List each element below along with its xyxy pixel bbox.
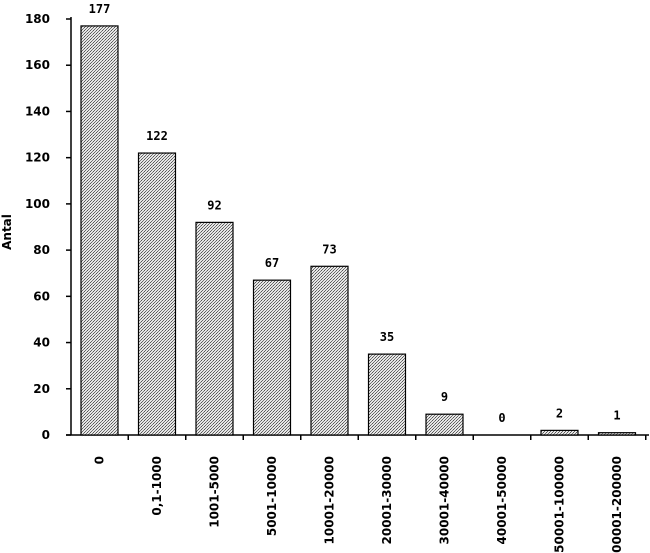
bar: [310, 265, 349, 436]
data-label: 1: [613, 409, 620, 423]
y-tick-label: 160: [25, 58, 50, 72]
x-tick-label: 0: [93, 456, 107, 464]
data-label: 2: [556, 406, 563, 420]
x-tick-label: 5001-10000: [265, 456, 279, 536]
x-tick-label: 20001-30000: [380, 456, 394, 544]
x-tick-label: 40001-50000: [495, 456, 509, 544]
bar: [195, 221, 234, 436]
y-tick-label: 80: [33, 243, 50, 257]
y-axis: 0 20 40 60 80 100 120 140 160 180: [25, 12, 72, 442]
data-labels: 177 122 92 67 73 35 9 0 2 1: [89, 2, 621, 425]
x-tick-label: 1001-5000: [208, 456, 222, 528]
y-tick-label: 140: [25, 104, 50, 118]
y-tick-label: 0: [42, 428, 50, 442]
y-tick-label: 100: [25, 197, 50, 211]
x-tick-label: 30001-40000: [438, 456, 452, 544]
x-tick-label: 0,1-1000: [150, 456, 164, 516]
bar: [540, 429, 579, 436]
bar: [597, 432, 637, 436]
x-tick-label: 100001-200000: [610, 456, 624, 553]
data-label: 122: [146, 129, 168, 143]
x-axis: 0 0,1-1000 1001-5000 5001-10000 10001-20000 2…: [66, 434, 649, 553]
data-label: 92: [207, 198, 221, 212]
data-label: 73: [322, 242, 336, 256]
y-tick-label: 180: [25, 12, 50, 26]
y-tick-label: 40: [33, 336, 50, 350]
x-tick-label: 10001-20000: [323, 456, 337, 544]
x-tick-label: 50001-100000: [553, 456, 567, 553]
data-label: 177: [89, 2, 111, 16]
data-label: 35: [380, 330, 394, 344]
y-tick-label: 20: [33, 382, 50, 396]
bar: [137, 152, 177, 436]
bar: [367, 353, 407, 436]
y-axis-title: Antal: [0, 214, 14, 250]
data-label: 0: [498, 411, 505, 425]
bar: [252, 279, 292, 436]
bar: [425, 413, 464, 436]
bars: [80, 25, 637, 436]
data-label: 67: [265, 256, 279, 270]
bar: [80, 25, 119, 436]
y-tick-label: 60: [33, 289, 50, 303]
data-label: 9: [441, 390, 448, 404]
y-tick-label: 120: [25, 151, 50, 165]
